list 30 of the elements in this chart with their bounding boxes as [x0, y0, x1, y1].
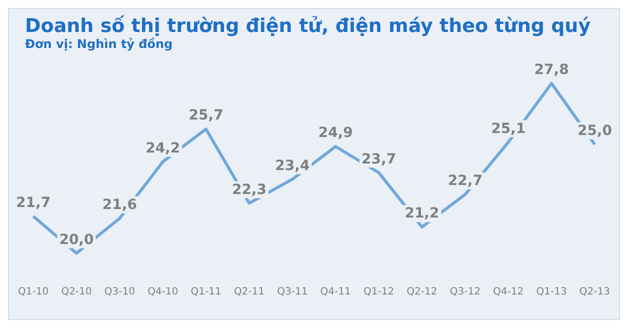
data-label: 22,7 [448, 173, 482, 190]
x-tick-label: Q1-10 [18, 286, 49, 298]
data-label: 21,6 [102, 197, 137, 214]
x-tick-label: Q2-12 [406, 286, 438, 298]
x-tick-label: Q3-10 [104, 286, 135, 298]
data-label: 25,0 [577, 122, 612, 139]
x-tick-label: Q2-13 [579, 286, 610, 298]
x-tick-label: Q3-12 [450, 286, 480, 298]
x-tick-label: Q4-11 [320, 286, 351, 298]
data-label: 25,7 [188, 108, 224, 124]
x-tick-label: Q4-12 [493, 286, 524, 298]
chart-title: Doanh số thị trường điện tử, điện máy theo từng quý [25, 15, 592, 37]
data-label: 21,7 [16, 194, 51, 211]
data-label: 23,7 [362, 151, 396, 168]
data-label: 25,1 [491, 120, 526, 137]
data-label: 24,9 [318, 125, 353, 142]
data-label: 27,8 [534, 62, 569, 78]
x-tick-label: Q1-12 [363, 286, 394, 298]
x-tick-label: Q2-10 [61, 286, 92, 298]
x-tick-label: Q2-11 [234, 286, 265, 298]
x-tick-label: Q3-11 [277, 286, 308, 298]
x-tick-label: Q4-10 [148, 286, 178, 298]
data-label: 21,2 [404, 206, 440, 222]
data-label: 22,3 [232, 182, 266, 198]
x-tick-label: Q1-11 [190, 286, 222, 298]
data-label: 23,4 [275, 158, 310, 174]
x-tick-label: Q1-13 [536, 286, 567, 298]
data-label: 24,2 [146, 140, 180, 156]
data-label: 20,0 [59, 232, 94, 248]
chart-subtitle: Đơn vị: Nghìn tỷ đồng [25, 37, 174, 51]
